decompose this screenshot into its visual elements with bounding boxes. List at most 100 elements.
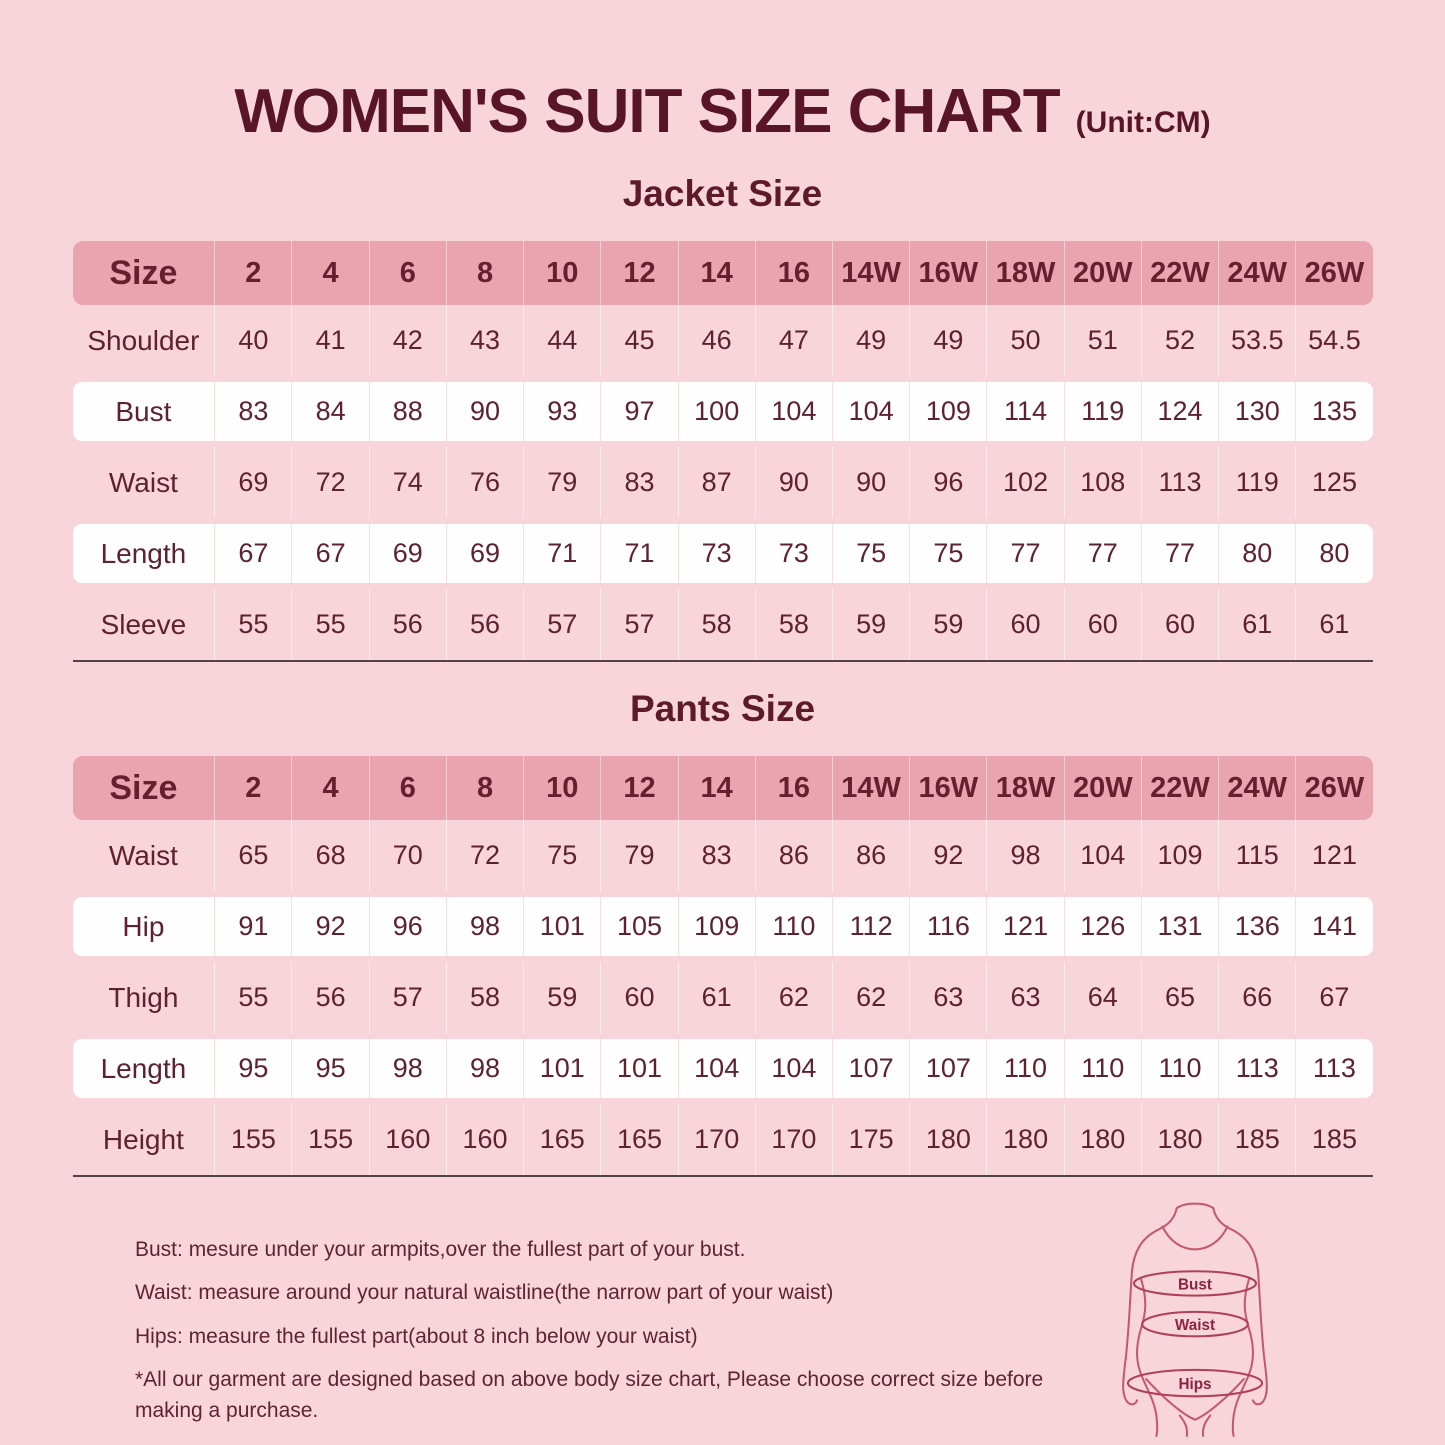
- size-value-cell: 135: [1311, 396, 1357, 426]
- size-value-cell: 98: [987, 820, 1065, 891]
- table-row: Bust 83 84 88 90 93 97 100 104 104 109 114 119 124 130…: [72, 382, 1373, 441]
- note-bust: Bust: mesure under your armpits,over the…: [135, 1238, 746, 1261]
- size-value-cell: 98: [447, 897, 525, 956]
- size-value-cell: 155: [215, 1104, 293, 1175]
- size-column-header: 14: [679, 241, 756, 305]
- size-value-cell: 121: [1311, 840, 1357, 870]
- table-row: Shoulder 40 41 42 43 44 45 46 47 49 49 50 51 52 53.5 54…: [73, 305, 1373, 376]
- size-column-header: 18W: [987, 241, 1065, 305]
- page-title: WOMEN'S SUIT SIZE CHART: [234, 77, 1060, 146]
- size-value-cell: 90: [756, 447, 834, 518]
- note-disclaimer: *All our garment are designed based on a…: [135, 1368, 1044, 1422]
- size-value-cell: 101: [524, 1039, 602, 1098]
- size-value-cell: 113: [1142, 447, 1220, 518]
- size-value-cell: 180: [910, 1104, 988, 1175]
- size-value-cell: 108: [1065, 447, 1142, 518]
- table-row: Height 155 155 160 160 165 165 170 170 175 180 180 1…: [73, 1104, 1373, 1175]
- size-column-header: 12: [601, 756, 679, 820]
- size-value-cell: 59: [833, 589, 911, 660]
- size-column-header: 4: [292, 241, 370, 305]
- note-hips: Hips: measure the fullest part(about 8 i…: [135, 1324, 698, 1348]
- size-column-header: 24W: [1219, 756, 1297, 820]
- size-value-cell: 131: [1142, 897, 1220, 956]
- size-value-cell: 170: [756, 1104, 834, 1175]
- size-value-cell: 63: [987, 962, 1065, 1033]
- table-header-row: Size 2 4 6 8 10 12 14 16 14W 16W 18W 20W 22W 24W 26W: [72, 241, 1373, 305]
- size-column-header: 16: [756, 241, 834, 305]
- size-value-cell: 55: [215, 589, 293, 660]
- size-value-cell: 67: [215, 524, 293, 583]
- size-value-cell: 165: [524, 1104, 602, 1175]
- unit-label: (Unit:CM): [1075, 106, 1211, 139]
- row-label: Hip: [73, 897, 216, 956]
- hips-label: Hips: [1178, 1376, 1211, 1393]
- size-value-cell: 113: [1219, 1039, 1297, 1098]
- size-value-cell: 170: [679, 1104, 756, 1175]
- size-column-header: 20W: [1065, 241, 1142, 305]
- size-value-cell: 119: [1065, 382, 1142, 441]
- size-value-cell: 91: [215, 897, 293, 956]
- size-value-cell: 60: [1065, 589, 1142, 660]
- measuring-notes: Bust: mesure under your armpits,over the…: [135, 1235, 1055, 1426]
- size-value-cell: 114: [987, 382, 1065, 441]
- size-column-header: 24W: [1219, 241, 1297, 305]
- size-value-cell: 79: [524, 447, 602, 518]
- size-value-cell: 45: [601, 305, 679, 376]
- size-value-cell: 126: [1065, 897, 1142, 956]
- size-value-cell: 61: [1319, 609, 1350, 639]
- size-column-header: 22W: [1142, 756, 1220, 820]
- size-value-cell: 104: [833, 382, 911, 441]
- size-value-cell: 160: [370, 1104, 447, 1175]
- size-value-cell: 115: [1219, 820, 1297, 891]
- size-value-cell: 84: [292, 382, 370, 441]
- size-value-cell: 101: [601, 1039, 679, 1098]
- size-value-cell: 175: [833, 1104, 911, 1175]
- size-column-header: 2: [215, 756, 293, 820]
- size-value-cell: 87: [679, 447, 756, 518]
- size-value-cell: 124: [1142, 382, 1220, 441]
- size-value-cell: 97: [601, 382, 679, 441]
- size-value-cell: 72: [292, 447, 370, 518]
- size-column-header: 8: [447, 241, 525, 305]
- size-value-cell: 119: [1219, 447, 1297, 518]
- row-label: Thigh: [73, 962, 216, 1033]
- size-value-cell: 110: [756, 897, 834, 956]
- size-column-header: 14W: [833, 241, 911, 305]
- page-header: WOMEN'S SUIT SIZE CHART (Unit:CM): [0, 0, 1445, 147]
- body-figure-icon: Bust Waist Hips: [1122, 1202, 1268, 1437]
- size-column-header: 12: [601, 241, 679, 305]
- size-value-cell: 86: [833, 820, 911, 891]
- size-value-cell: 77: [1142, 524, 1220, 583]
- waist-measure-loop: [1141, 1310, 1249, 1338]
- size-value-cell: 60: [1142, 589, 1220, 660]
- table-row: Length 95 95 98 98 101 101 104 104 107 107 110 110 11…: [72, 1039, 1373, 1098]
- size-value-cell: 180: [1065, 1104, 1142, 1175]
- size-value-cell: 155: [292, 1104, 370, 1175]
- jacket-size-table: Size 2 4 6 8 10 12 14 16 14W 16W 18W 20W 22W 24W 26W Sho…: [72, 241, 1373, 662]
- note-waist: Waist: measure around your natural waist…: [135, 1281, 834, 1305]
- size-value-cell: 160: [447, 1104, 525, 1175]
- size-value-cell: 107: [910, 1039, 988, 1098]
- size-value-cell: 51: [1065, 305, 1142, 376]
- size-value-cell: 64: [1065, 962, 1142, 1033]
- size-value-cell: 110: [1142, 1039, 1220, 1098]
- size-value-cell: 110: [1065, 1039, 1142, 1098]
- size-value-cell: 90: [833, 447, 911, 518]
- table-row: Hip 91 92 96 98 101 105 109 110 112 116 121 126 131 13…: [72, 897, 1373, 956]
- size-value-cell: 101: [524, 897, 602, 956]
- body-measurement-figure: Bust Waist Hips: [1081, 1198, 1309, 1438]
- size-value-cell: 185: [1219, 1104, 1297, 1175]
- size-value-cell: 41: [292, 305, 370, 376]
- size-value-cell: 42: [370, 305, 447, 376]
- row-label: Length: [73, 524, 216, 583]
- table-row: Length 67 67 69 69 71 71 73 73 75 75 77 77 77 80 80: [72, 524, 1373, 583]
- size-value-cell: 73: [756, 524, 834, 583]
- size-value-cell: 83: [215, 382, 293, 441]
- size-value-cell: 102: [987, 447, 1065, 518]
- size-value-cell: 69: [370, 524, 447, 583]
- size-value-cell: 104: [679, 1039, 756, 1098]
- size-column-header: 16W: [910, 241, 988, 305]
- size-column-header: 26W: [1304, 771, 1365, 804]
- size-value-cell: 61: [1219, 589, 1297, 660]
